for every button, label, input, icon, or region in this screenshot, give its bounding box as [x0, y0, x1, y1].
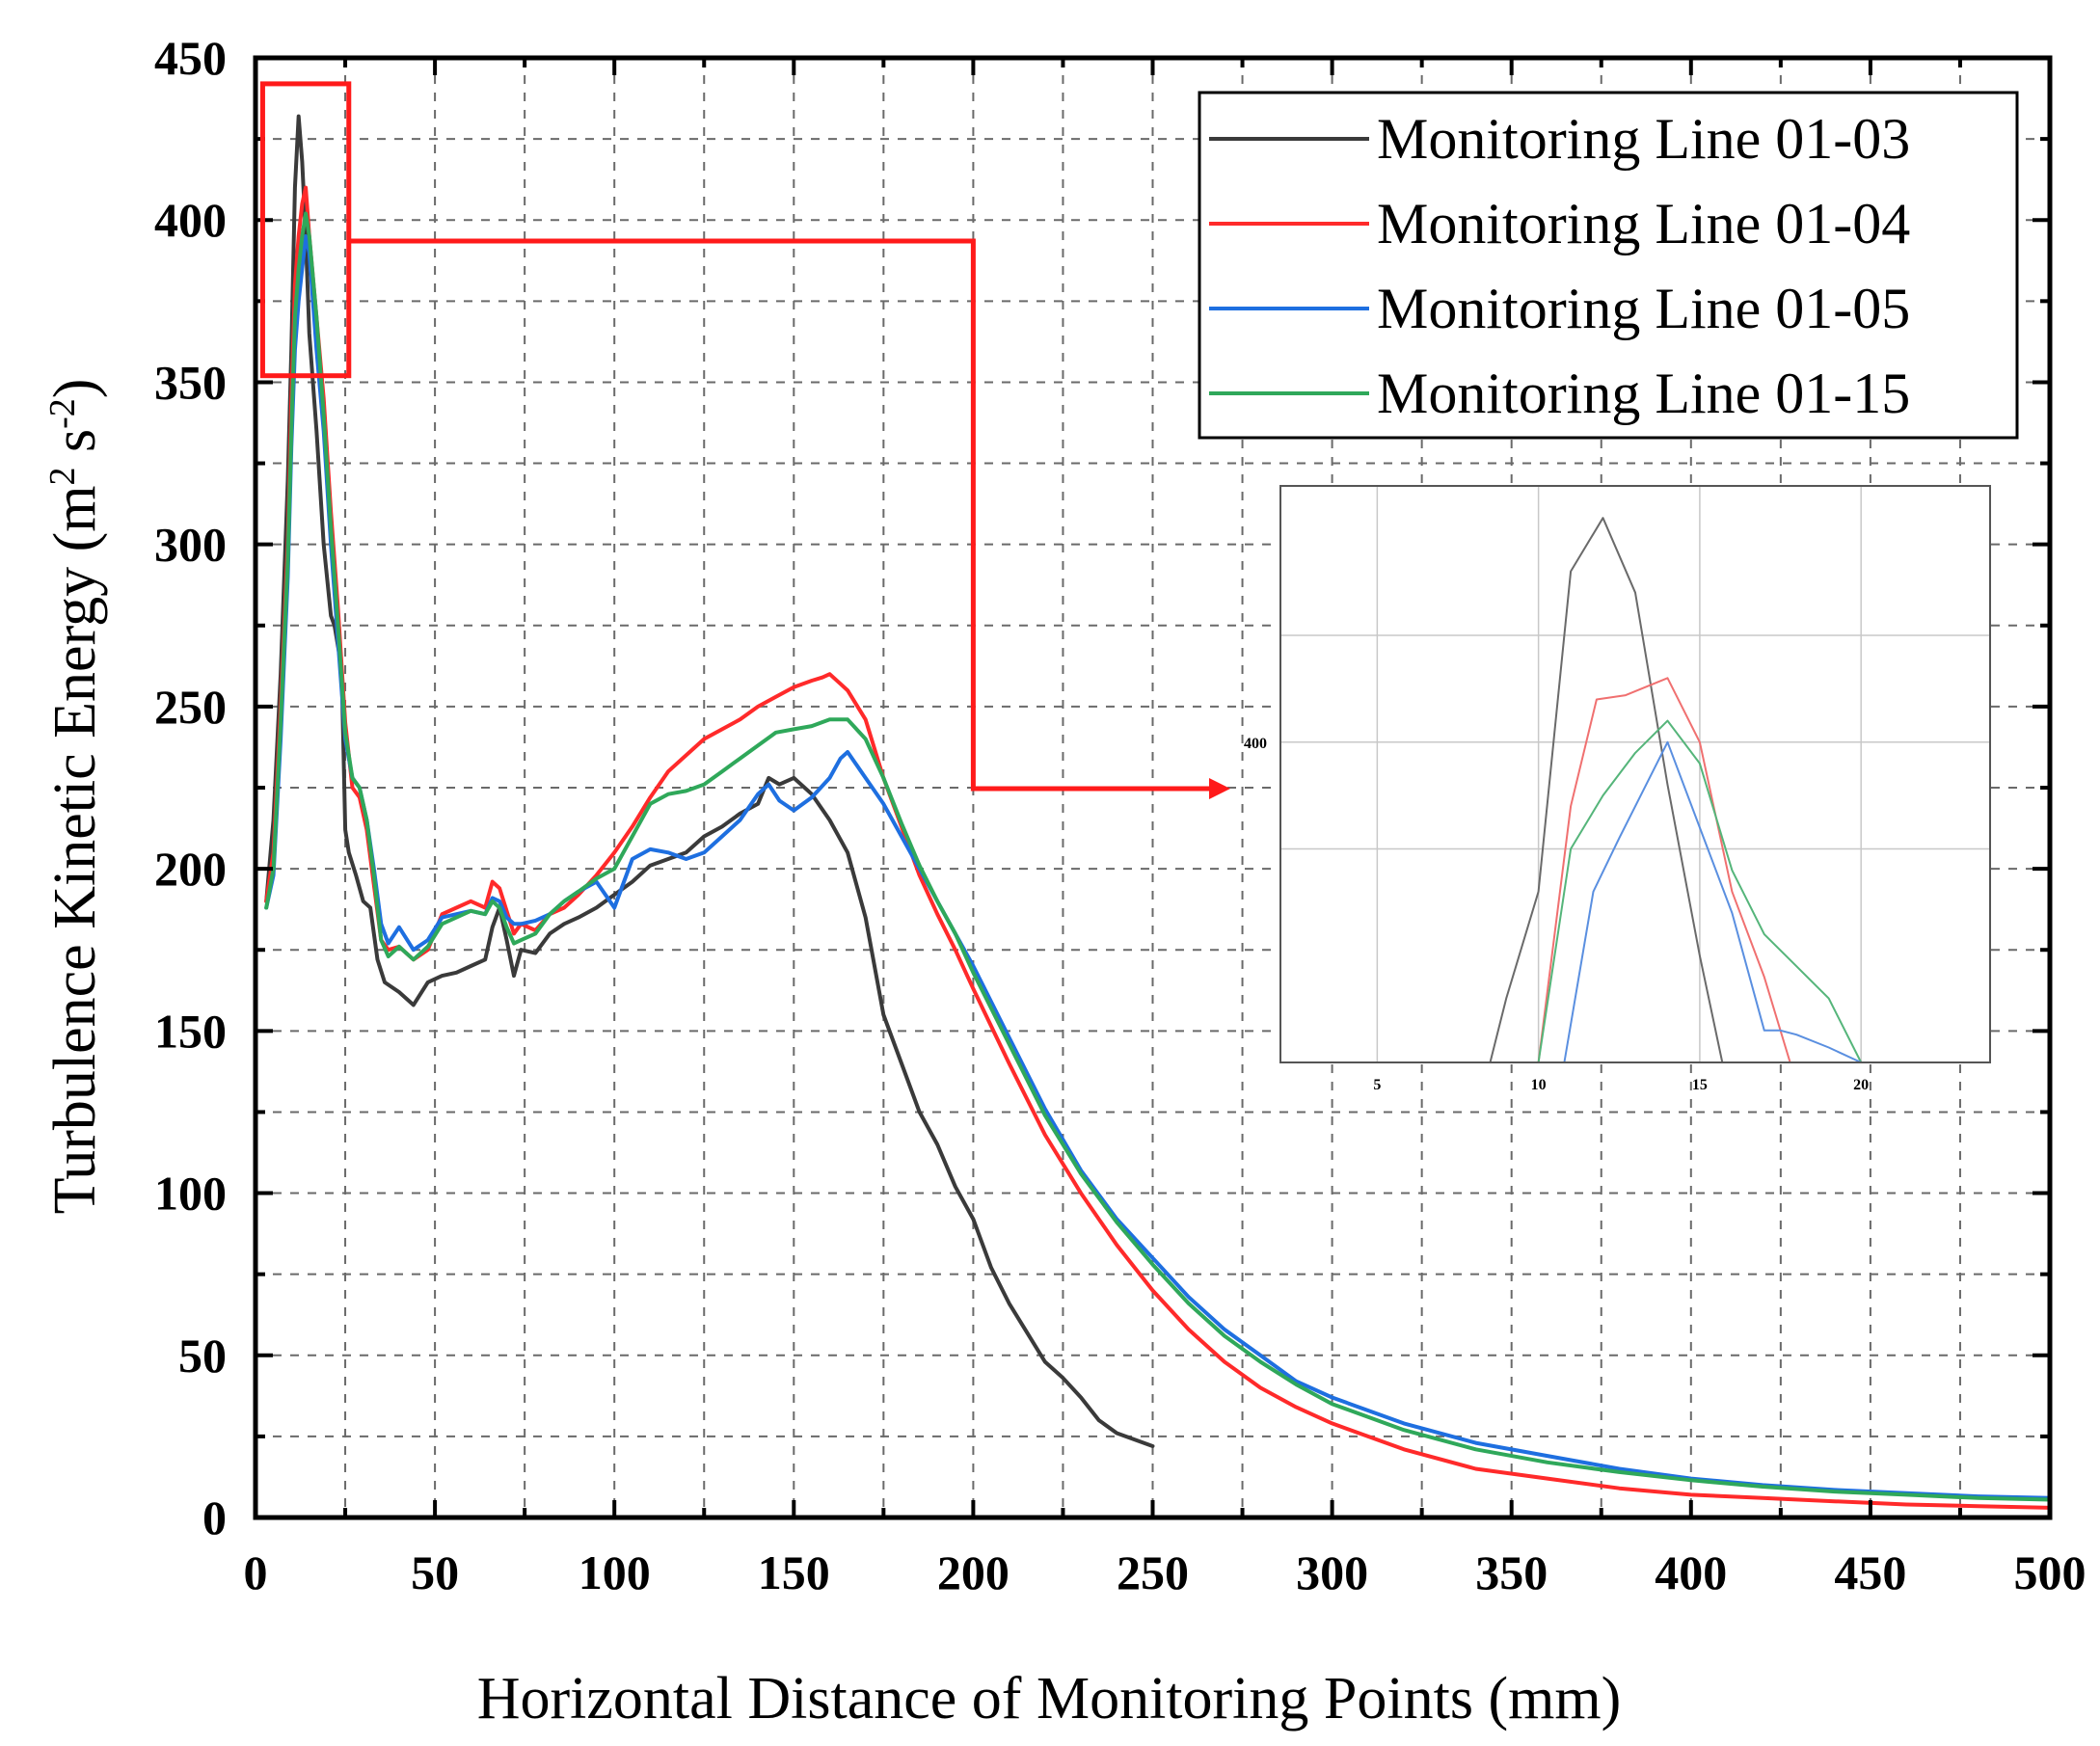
inset-frame [1279, 485, 1991, 1063]
zoom-arrowhead [1209, 778, 1230, 799]
y-tick-label: 50 [178, 1329, 227, 1383]
y-tick-label: 0 [202, 1491, 227, 1545]
legend-label: Monitoring Line 01-03 [1377, 107, 1910, 171]
x-tick-label: 50 [411, 1545, 459, 1599]
inset-grid [1280, 486, 1990, 1062]
y-axis-title-sup1: 2 [42, 468, 83, 486]
y-tick-label: 200 [154, 842, 227, 896]
inset-y-tick-label: 400 [1244, 736, 1267, 752]
zoom-box [259, 81, 352, 379]
x-tick-label: 0 [244, 1545, 268, 1599]
inset-series-line-2 [1537, 677, 1791, 1063]
y-tick-label: 400 [154, 193, 227, 247]
inset-x-tick-label: 20 [1853, 1077, 1869, 1093]
zoom-connector [348, 238, 1223, 792]
inset-x-tick-label: 10 [1531, 1077, 1547, 1093]
x-tick-label: 100 [579, 1545, 651, 1599]
y-axis-title: Turbulence Kinetic Energy (m2 s-2) [42, 379, 108, 1215]
inset-x-tick-label: 5 [1373, 1077, 1381, 1093]
legend-label: Monitoring Line 01-05 [1377, 277, 1910, 340]
y-axis-title-sup2: -2 [42, 398, 83, 429]
series-line-4 [264, 211, 2052, 1502]
legend: Monitoring Line 01-03 Monitoring Line 01-… [1198, 91, 2019, 440]
y-axis-title-prefix: Turbulence Kinetic Energy (m [42, 486, 108, 1215]
x-tick-label: 300 [1296, 1545, 1368, 1599]
legend-box [1198, 91, 2019, 440]
y-tick-label: 250 [154, 680, 227, 734]
x-tick-label: 350 [1475, 1545, 1548, 1599]
x-tick-label: 150 [758, 1545, 830, 1599]
y-tick-label: 300 [154, 518, 227, 572]
x-tick-label: 500 [2014, 1545, 2087, 1599]
inset-series-group [1489, 517, 1863, 1063]
x-tick-label: 200 [937, 1545, 1010, 1599]
y-axis-title-mid: s [42, 429, 108, 468]
series-group [264, 114, 2052, 1510]
y-tick-label: 350 [154, 355, 227, 409]
legend-label: Monitoring Line 01-15 [1377, 362, 1910, 425]
y-axis-title-suffix: ) [42, 379, 108, 399]
series-line-1 [264, 114, 1155, 1448]
legend-label: Monitoring Line 01-04 [1377, 192, 1910, 255]
inset-series-line-1 [1489, 517, 1724, 1063]
tick-marks [254, 56, 2052, 1519]
inset-chart: 5 10 15 20 400 [1244, 485, 1991, 1093]
inset-x-tick-label: 15 [1692, 1077, 1708, 1093]
inset-series-line-3 [1537, 719, 1863, 1063]
y-tick-label: 150 [154, 1004, 227, 1058]
inset-series-line-4 [1563, 740, 1862, 1063]
zoom-indicator [259, 81, 1230, 799]
x-tick-label: 450 [1834, 1545, 1906, 1599]
inset-background [1280, 486, 1990, 1062]
inset-tick-labels: 5 10 15 20 400 [1244, 736, 1869, 1093]
y-tick-label: 450 [154, 31, 227, 85]
x-tick-labels: 0 50 100 150 200 250 300 350 400 450 500 [244, 1545, 2087, 1599]
x-axis-title: Horizontal Distance of Monitoring Points… [477, 1666, 1621, 1732]
y-tick-label: 100 [154, 1167, 227, 1221]
x-tick-label: 400 [1655, 1545, 1727, 1599]
y-tick-labels: 0 50 100 150 200 250 300 350 400 450 [154, 31, 227, 1545]
x-tick-label: 250 [1117, 1545, 1189, 1599]
